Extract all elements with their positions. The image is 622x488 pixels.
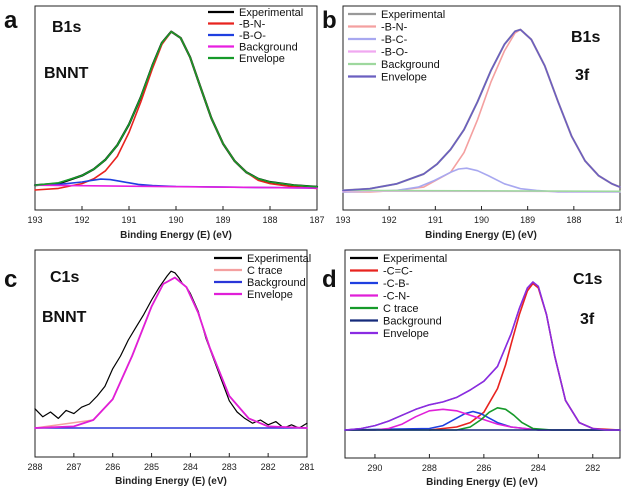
plot-frame [34, 249, 308, 458]
x-tick-label: 189 [520, 215, 535, 225]
x-tick-label: 192 [74, 215, 89, 225]
x-axis-label: Binding Energy (E) (eV) [120, 230, 232, 241]
x-tick-layer: 288 287 286 285 284 283 282 281 [27, 453, 315, 472]
legend-label: C trace [383, 303, 418, 315]
series-line-envelope [344, 281, 621, 431]
annotation-sample: 3f [575, 67, 590, 84]
panel-label: a [4, 7, 18, 34]
x-axis-label: Binding Energy (E) (eV) [426, 477, 538, 488]
panel-label: c [4, 266, 17, 293]
plot-frame [34, 5, 318, 211]
series-line-envelope [34, 30, 318, 188]
x-tick-label: 193 [27, 215, 42, 225]
x-tick-label: 288 [27, 462, 42, 472]
annotation-orbital: C1s [573, 271, 602, 288]
series-layer [33, 30, 319, 191]
plot-frame [344, 249, 621, 459]
legend-label: Background [239, 42, 298, 54]
series-line-background [34, 184, 318, 189]
series-line-experimental [34, 270, 308, 429]
x-axis-label: Binding Energy (E) (eV) [115, 476, 227, 487]
panel-a: a B1s BNNT 193 192 191 190 189 188 187 Experim… [4, 5, 325, 241]
x-tick-label: 190 [474, 215, 489, 225]
x-tick-label: 188 [566, 215, 581, 225]
x-tick-label: 191 [121, 215, 136, 225]
legend-label: Background [247, 277, 306, 289]
legend-label: Experimental [383, 253, 447, 265]
x-tick-label: 286 [476, 463, 491, 473]
x-tick-label: 187 [309, 215, 324, 225]
x-tick-label: 284 [183, 462, 198, 472]
x-tick-label: 283 [222, 462, 237, 472]
x-tick-label: 190 [168, 215, 183, 225]
x-tick-label: 191 [428, 215, 443, 225]
legend-label: Envelope [239, 53, 285, 65]
x-tick-layer: 193 192 191 190 189 188 18 [335, 206, 622, 225]
annotation-orbital: C1s [50, 269, 79, 286]
legend-label: -C-B- [383, 278, 410, 290]
annotation-sample: 3f [580, 311, 595, 328]
series-layer [342, 28, 621, 193]
x-tick-label: 282 [261, 462, 276, 472]
legend-label: Envelope [381, 72, 427, 84]
x-tick-label: 284 [531, 463, 546, 473]
x-tick-label: 288 [422, 463, 437, 473]
x-tick-label: 188 [262, 215, 277, 225]
legend-label: Experimental [381, 9, 445, 21]
legend-label: -B-C- [381, 34, 408, 46]
annotation-sample: BNNT [42, 309, 87, 326]
x-axis-label: Binding Energy (E) (eV) [425, 230, 537, 241]
series-line-c-trace [344, 406, 621, 431]
legend-label: -B-O- [381, 47, 408, 59]
x-tick-label: 282 [585, 463, 600, 473]
annotation-orbital: B1s [52, 19, 81, 36]
legend: Experimental-B-N--B-C--B-O-BackgroundEnv… [348, 9, 445, 84]
legend-label: -C-N- [383, 291, 410, 303]
x-tick-label: 192 [382, 215, 397, 225]
legend-label: -B-O- [239, 30, 266, 42]
series-line-b-c [342, 167, 621, 193]
legend-label: Background [383, 316, 442, 328]
x-tick-label: 18 [615, 215, 622, 225]
x-tick-label: 285 [144, 462, 159, 472]
series-layer [344, 281, 621, 431]
x-tick-layer: 290 288 286 284 282 [367, 454, 600, 473]
legend-label: Experimental [239, 7, 303, 19]
legend-label: -B-N- [381, 22, 408, 34]
panel-c: c C1s BNNT 288 287 286 285 284 283 282 281 Expe… [4, 249, 315, 487]
annotation-sample: BNNT [44, 65, 89, 82]
x-tick-label: 287 [66, 462, 81, 472]
x-tick-label: 281 [299, 462, 314, 472]
panel-label: b [322, 7, 337, 34]
panel-label: d [322, 266, 337, 293]
legend-label: Envelope [247, 289, 293, 301]
series-line-envelope [34, 276, 308, 429]
x-tick-label: 193 [335, 215, 350, 225]
legend-label: C trace [247, 265, 282, 277]
legend-label: -B-N- [239, 19, 266, 31]
series-line-c-c [428, 282, 621, 431]
legend-label: Background [381, 59, 440, 71]
x-tick-layer: 193 192 191 190 189 188 187 [27, 206, 325, 225]
series-layer [34, 270, 308, 429]
legend: Experimental-C=C--C-B--C-N-C traceBackgr… [350, 253, 447, 340]
x-tick-label: 290 [367, 463, 382, 473]
legend-label: Experimental [247, 253, 311, 265]
x-tick-label: 189 [215, 215, 230, 225]
series-line-background [342, 189, 621, 193]
series-line-envelope [342, 28, 621, 192]
legend-label: -C=C- [383, 266, 413, 278]
panel-b: b B1s 3f 193 192 191 190 189 188 18 Experiment… [322, 5, 622, 241]
annotation-orbital: B1s [571, 29, 600, 46]
x-tick-label: 286 [105, 462, 120, 472]
panel-d: d C1s 3f 290 288 286 284 282 Experimental-C=… [322, 249, 621, 488]
legend-label: Envelope [383, 328, 429, 340]
